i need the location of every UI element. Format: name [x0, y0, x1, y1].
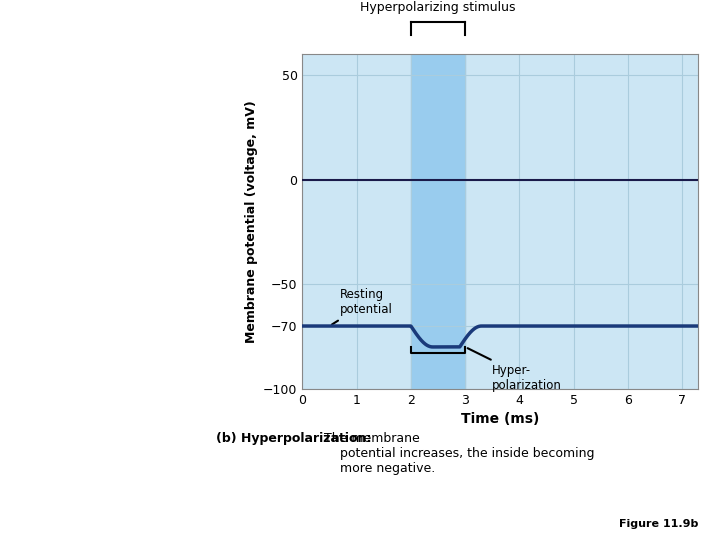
- Text: Hyper-
polarization: Hyper- polarization: [467, 348, 562, 392]
- Text: The membrane
     potential increases, the inside becoming
     more negative.: The membrane potential increases, the in…: [320, 432, 595, 475]
- Text: Hyperpolarizing stimulus: Hyperpolarizing stimulus: [360, 1, 516, 14]
- Text: Resting
potential: Resting potential: [332, 288, 393, 325]
- X-axis label: Time (ms): Time (ms): [462, 412, 539, 426]
- Y-axis label: Membrane potential (voltage, mV): Membrane potential (voltage, mV): [245, 100, 258, 343]
- Text: (b) Hyperpolarization:: (b) Hyperpolarization:: [216, 432, 372, 445]
- Bar: [411, 54, 465, 389]
- Text: Figure 11.9b: Figure 11.9b: [619, 519, 698, 529]
